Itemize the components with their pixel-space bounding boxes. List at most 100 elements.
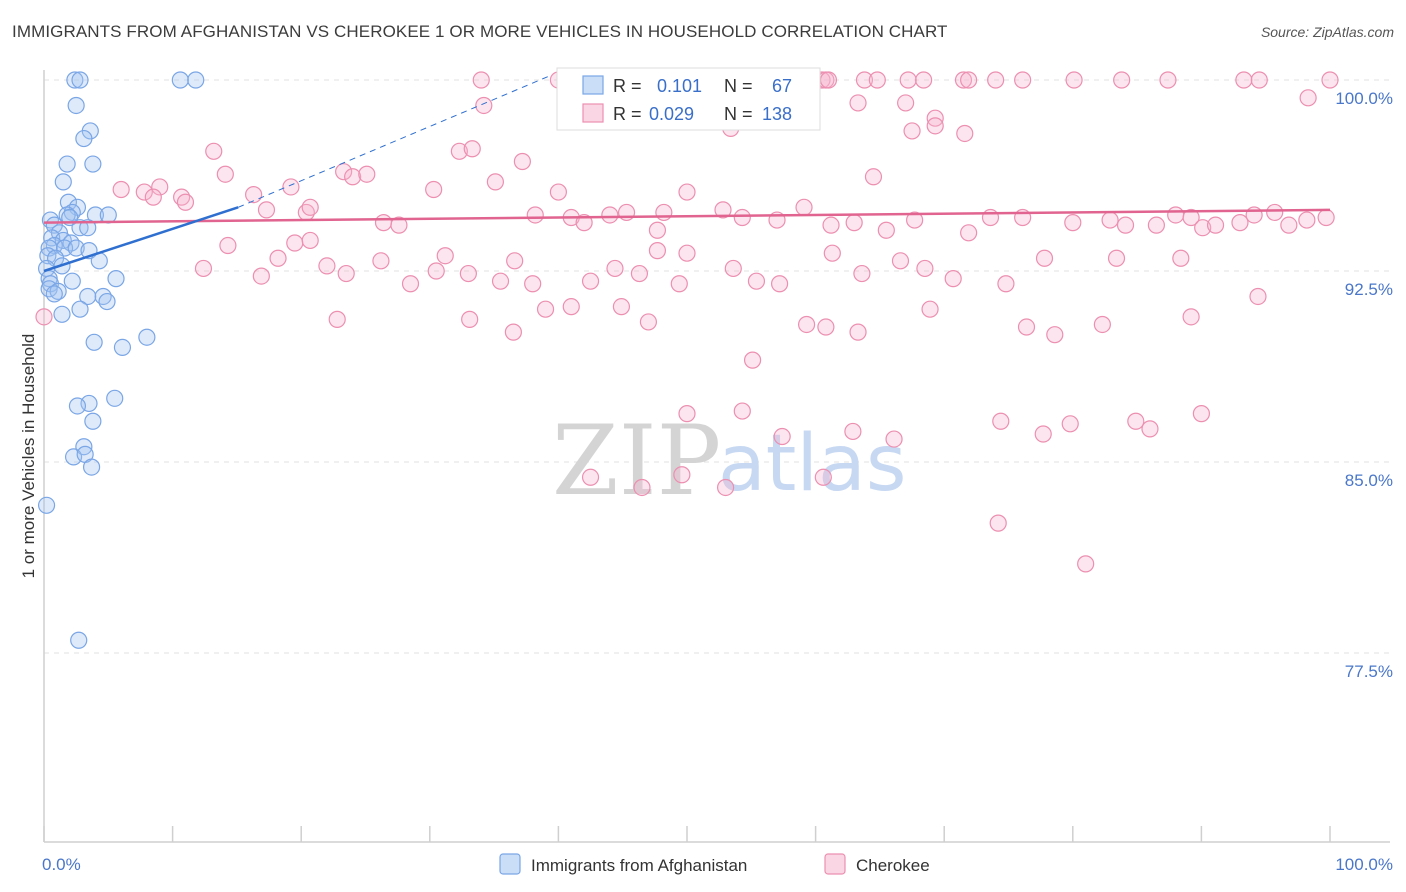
cherokee-point (956, 124, 974, 143)
cherokee-point (504, 323, 522, 341)
cherokee-point (1141, 420, 1159, 438)
y-tick-label: 85.0% (1345, 471, 1393, 490)
cherokee-point (1065, 71, 1083, 89)
cherokee-point (819, 71, 838, 89)
cherokee-point (1250, 71, 1268, 89)
cherokee-point (1077, 555, 1095, 573)
stats-n-label-2: N = (724, 104, 753, 124)
cherokee-point (648, 242, 667, 260)
cherokee-point (252, 267, 270, 285)
cherokee-point (151, 178, 169, 196)
watermark-zip: ZIP (552, 405, 721, 517)
cherokee-point (1116, 216, 1135, 234)
legend-label-afghanistan: Immigrants from Afghanistan (531, 856, 747, 875)
cherokee-point (989, 514, 1007, 532)
cherokee-point (845, 214, 863, 232)
cherokee-point (997, 275, 1015, 293)
cherokee-points (35, 71, 1339, 573)
afghanistan-point (70, 631, 88, 649)
stats-swatch-blue (582, 75, 604, 95)
cherokee-point (1192, 405, 1211, 423)
cherokee-point (849, 323, 867, 341)
cherokee-point (817, 318, 835, 336)
cherokee-point (1147, 216, 1165, 234)
afghanistan-point (106, 389, 124, 407)
cherokee-point (733, 402, 751, 420)
afghanistan-point (71, 71, 89, 89)
afghanistan-point (99, 206, 117, 224)
watermark-atlas: atlas (718, 419, 907, 509)
cherokee-point (670, 275, 688, 293)
x-tick-labels: 0.0% 100.0% (42, 855, 1393, 874)
cherokee-point (1034, 425, 1052, 443)
cherokee-point (1017, 318, 1036, 336)
cherokee-point (176, 193, 195, 211)
stats-r-label-1: R = (613, 76, 642, 96)
cherokee-point (678, 405, 696, 423)
y-tick-label: 100.0% (1335, 89, 1393, 108)
cherokee-point (472, 71, 490, 89)
x-tick-marks (43, 826, 1331, 842)
cherokee-point (1159, 71, 1177, 89)
cherokee-trend-line (43, 208, 1331, 224)
cherokee-point (1298, 211, 1316, 229)
cherokee-point (144, 188, 162, 206)
cherokee-point (486, 173, 504, 191)
cherokee-point (606, 259, 624, 278)
cherokee-point (328, 310, 346, 328)
cherokee-point (992, 412, 1010, 430)
legend-label-cherokee: Cherokee (856, 856, 930, 875)
legend-swatch-cherokee (824, 853, 846, 875)
afghanistan-point (138, 328, 156, 346)
afghanistan-point (63, 272, 81, 290)
cherokee-point (301, 198, 319, 216)
cherokee-point (216, 165, 234, 183)
cherokee-point (1231, 214, 1249, 232)
axes (43, 70, 1390, 843)
stats-r-label-2: R = (613, 104, 642, 124)
cherokee-point (1249, 287, 1267, 306)
cherokee-point (906, 211, 924, 229)
cherokee-point (450, 142, 468, 160)
cherokee-point (282, 178, 300, 196)
cherokee-point (960, 71, 978, 89)
watermark: ZIP atlas (552, 405, 907, 517)
cherokee-point (630, 264, 649, 283)
cherokee-point (536, 300, 555, 318)
cherokee-point (286, 234, 304, 252)
trend-lines (43, 74, 1331, 273)
cherokee-point (814, 468, 832, 486)
cherokee-point (219, 236, 237, 255)
cherokee-point (1266, 203, 1284, 222)
cherokee-point (601, 206, 619, 224)
afghanistan-trend-line (43, 206, 239, 273)
afghanistan-point (68, 397, 87, 415)
cherokee-point (716, 478, 735, 497)
cherokee-point (318, 257, 336, 275)
cherokee-point (743, 351, 762, 369)
afghanistan-trend-extension (237, 74, 553, 208)
cherokee-point (1182, 308, 1200, 326)
cherokee-point (35, 308, 53, 326)
cherokee-point (1321, 71, 1339, 89)
cherokee-point (981, 208, 1000, 227)
cherokee-point (897, 94, 915, 112)
cherokee-point (1014, 71, 1032, 89)
cherokee-point (427, 262, 445, 280)
cherokee-point (1113, 71, 1131, 89)
y-tick-label: 92.5% (1345, 280, 1393, 299)
x-tick-label-min: 0.0% (42, 855, 81, 874)
cherokee-point (926, 117, 944, 135)
afghanistan-points (37, 71, 205, 649)
bottom-legend: Immigrants from Afghanistan Cherokee (499, 853, 930, 875)
afghanistan-point (37, 496, 56, 514)
cherokee-point (194, 259, 213, 278)
cherokee-point (513, 152, 531, 171)
cherokee-point (1061, 415, 1079, 433)
cherokee-point (257, 201, 276, 219)
afghanistan-point (53, 305, 71, 323)
cherokee-point (1064, 214, 1082, 232)
cherokee-point (921, 300, 939, 318)
stats-n-label-1: N = (724, 76, 753, 96)
cherokee-point (864, 168, 883, 186)
